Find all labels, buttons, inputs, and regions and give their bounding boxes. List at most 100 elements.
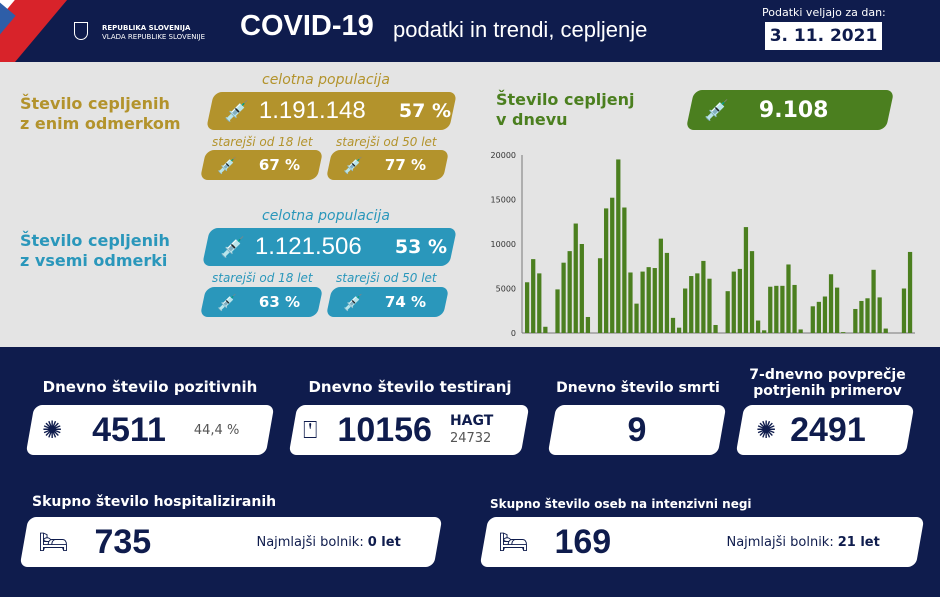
hosp-youngest: 0 let: [367, 534, 401, 550]
bar: [798, 329, 803, 333]
bar: [743, 227, 749, 333]
bar: [646, 267, 651, 333]
vacc-one-cap50: starejši od 50 let: [336, 135, 437, 149]
hagt-value: 24732: [449, 431, 492, 446]
date-value: 3. 11. 2021: [765, 22, 882, 50]
bar: [822, 296, 828, 333]
gov-line2: VLADA REPUBLIKE SLOVENIJE: [102, 33, 206, 41]
hosp-title: Skupno število hospitaliziranih: [32, 494, 277, 510]
bar: [841, 332, 846, 333]
icu-value: 169: [554, 522, 612, 561]
vacc-one-18-box: 💉 67 %: [199, 150, 324, 180]
test-kit-icon: ⍞: [303, 416, 318, 444]
bar: [810, 306, 815, 333]
vacc-full-18-box: 💉 63 %: [199, 287, 324, 317]
y-tick-label: 15000: [491, 196, 516, 205]
bar: [780, 285, 785, 333]
vacc-one-50-box: 💉 77 %: [325, 150, 450, 180]
virus-icon: ✺: [42, 416, 63, 444]
bar: [883, 328, 888, 333]
page-subtitle: podatki in trendi, cepljenje: [393, 17, 648, 42]
deaths-value: 9: [627, 410, 647, 449]
bar: [786, 264, 791, 333]
bar: [683, 288, 688, 333]
vacc-full-pct18: 63 %: [258, 293, 301, 311]
tests-value: 10156: [337, 410, 432, 449]
icu-youngest-label: Najmlajši bolnik:: [726, 534, 834, 550]
bar: [865, 298, 870, 333]
tests-title: Dnevno število testiranj: [308, 378, 512, 396]
syringes-icon: 💉: [220, 235, 245, 259]
bar: [749, 251, 755, 333]
syringe-icon: 💉: [217, 155, 237, 175]
vacc-full-total: 1.121.506: [254, 233, 362, 260]
bar: [616, 159, 621, 333]
bar: [725, 291, 730, 333]
hosp-card: 🛏 735 Najmlajši bolnik: 0 let: [19, 517, 443, 567]
bar: [737, 268, 742, 333]
bar: [792, 284, 797, 333]
bar: [828, 274, 834, 333]
bar: [604, 208, 609, 333]
deaths-title: Dnevno število smrti: [556, 380, 720, 396]
positives-pct: 44,4 %: [193, 422, 240, 438]
bar: [531, 259, 536, 333]
y-tick-label: 5000: [496, 285, 516, 294]
avg7-card: ✺ 2491: [735, 405, 915, 455]
vacc-one-total-caption: celotna populacija: [262, 72, 390, 88]
deaths-card: 9: [547, 405, 727, 455]
bar: [543, 326, 548, 333]
bar: [907, 251, 913, 333]
positives-title: Dnevno število pozitivnih: [42, 378, 258, 396]
vacc-one-label: Število cepljenih z enim odmerkom: [20, 94, 181, 133]
avg7-title: 7-dnevno povprečje potrjenih primerov: [749, 367, 906, 399]
bar: [658, 238, 663, 333]
hospital-bed-icon: 🛏: [498, 528, 529, 556]
bar: [877, 297, 882, 333]
daily-vacc-label: Število cepljenj v dnevu: [496, 90, 635, 129]
vacc-one-pct18: 67 %: [258, 156, 301, 174]
hospital-bed-icon: 🛏: [38, 528, 69, 556]
tests-card: ⍞ 10156 HAGT 24732: [288, 405, 530, 455]
syringe-icon: 💉: [343, 155, 363, 175]
vacc-one-total-box: 💉 1.191.148 57 %: [205, 92, 458, 130]
bar: [695, 273, 700, 333]
vacc-full-label: Število cepljenih z vsemi odmerki: [20, 231, 170, 270]
syringes-icon: 💉: [217, 292, 237, 312]
hosp-value: 735: [94, 522, 152, 561]
vacc-one-pct50: 77 %: [384, 156, 427, 174]
bar: [755, 320, 761, 333]
bar: [579, 244, 584, 333]
bar: [676, 327, 682, 333]
bar: [585, 316, 591, 333]
syringe-icon: 💉: [224, 99, 249, 123]
vacc-full-cap18: starejši od 18 let: [212, 271, 313, 285]
bar: [701, 260, 706, 333]
gov-line1: REPUBLIKA SLOVENIJA: [102, 24, 191, 32]
syringes-icon: 💉: [343, 292, 363, 312]
bar: [713, 324, 718, 333]
bar: [774, 285, 779, 333]
icu-youngest: 21 let: [837, 534, 880, 550]
bar: [652, 268, 657, 333]
bar: [707, 278, 712, 333]
date-label: Podatki veljajo za dan:: [762, 6, 886, 19]
bar: [731, 271, 736, 333]
bar: [664, 252, 670, 333]
y-tick-label: 10000: [491, 240, 516, 249]
bar: [768, 286, 773, 333]
bar: [537, 273, 542, 333]
bar: [689, 276, 694, 333]
hosp-youngest-label: Najmlajši bolnik:: [256, 534, 364, 550]
icu-title: Skupno število oseb na intenzivni negi: [490, 497, 752, 511]
vacc-full-50-box: 💉 74 %: [325, 287, 450, 317]
daily-vacc-box: 💉 9.108: [685, 90, 895, 130]
icu-card: 🛏 169 Najmlajši bolnik: 21 let: [479, 517, 925, 567]
bar: [622, 207, 627, 333]
bar: [555, 289, 560, 333]
page-title: COVID-19: [240, 10, 374, 42]
bar: [859, 300, 864, 333]
vacc-full-total-pct: 53 %: [394, 236, 447, 258]
coat-of-arms-logo: [74, 22, 88, 40]
vacc-one-cap18: starejši od 18 let: [212, 135, 313, 149]
